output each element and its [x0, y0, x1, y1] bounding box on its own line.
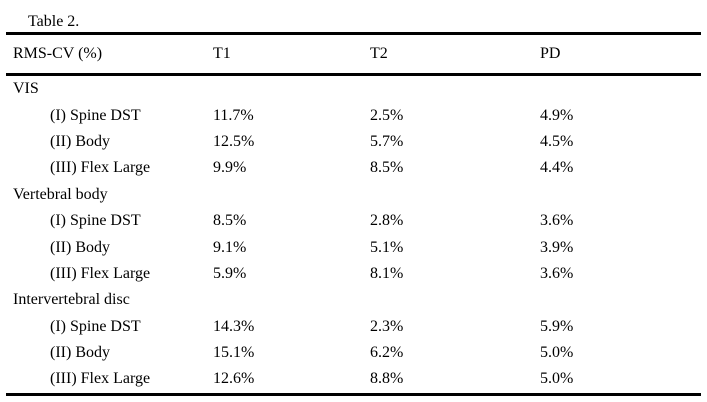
- pd-value: 5.0%: [540, 344, 574, 362]
- t2-value: 8.1%: [370, 264, 404, 282]
- row-label: (I) Spine DST: [50, 212, 141, 230]
- column-header-t1: T1: [213, 45, 231, 62]
- t1-value: 11.7%: [213, 106, 254, 124]
- row-label: (II) Body: [50, 132, 110, 150]
- t1-value: 9.9%: [213, 159, 247, 177]
- table-caption: Table 2.: [28, 13, 80, 30]
- t1-value: 5.9%: [213, 264, 247, 282]
- pd-value: 5.9%: [540, 317, 574, 335]
- column-header-pd: PD: [540, 45, 561, 62]
- table-header-rule: [6, 73, 701, 76]
- group-label: Vertebral body: [13, 185, 108, 203]
- table-group-row: VIS: [0, 76, 707, 102]
- pd-value: 3.9%: [540, 238, 574, 256]
- t1-value: 8.5%: [213, 212, 247, 230]
- t2-value: 2.5%: [370, 106, 404, 124]
- t2-value: 2.3%: [370, 317, 404, 335]
- pd-value: 4.4%: [540, 159, 574, 177]
- table-row: (I) Spine DST 8.5% 2.8% 3.6%: [0, 208, 707, 234]
- table-group-row: Vertebral body: [0, 182, 707, 208]
- t2-value: 5.7%: [370, 132, 404, 150]
- table-body: VIS (I) Spine DST 11.7% 2.5% 4.9% (II) B…: [0, 76, 707, 393]
- group-label: Intervertebral disc: [13, 291, 130, 309]
- table-group-row: Intervertebral disc: [0, 287, 707, 313]
- table-row: (I) Spine DST 11.7% 2.5% 4.9%: [0, 102, 707, 128]
- pd-value: 3.6%: [540, 212, 574, 230]
- pd-value: 5.0%: [540, 370, 574, 388]
- table-row: (III) Flex Large 9.9% 8.5% 4.4%: [0, 155, 707, 181]
- table-top-rule: [6, 32, 701, 35]
- table-bottom-rule: [6, 392, 701, 396]
- t2-value: 8.5%: [370, 159, 404, 177]
- table-header-row: RMS-CV (%) T1 T2 PD: [0, 35, 707, 73]
- column-header-t2: T2: [370, 45, 388, 62]
- t1-value: 12.5%: [213, 132, 255, 150]
- pd-value: 4.5%: [540, 132, 574, 150]
- t1-value: 15.1%: [213, 344, 255, 362]
- row-label: (III) Flex Large: [50, 370, 151, 388]
- table-row: (II) Body 12.5% 5.7% 4.5%: [0, 129, 707, 155]
- t2-value: 2.8%: [370, 212, 404, 230]
- table-row: (II) Body 9.1% 5.1% 3.9%: [0, 234, 707, 260]
- table-row: (III) Flex Large 12.6% 8.8% 5.0%: [0, 366, 707, 392]
- t2-value: 5.1%: [370, 238, 404, 256]
- t1-value: 12.6%: [213, 370, 255, 388]
- column-header-rms-cv: RMS-CV (%): [13, 45, 103, 62]
- group-label: VIS: [13, 80, 39, 98]
- table-row: (II) Body 15.1% 6.2% 5.0%: [0, 340, 707, 366]
- t2-value: 6.2%: [370, 344, 404, 362]
- row-label: (III) Flex Large: [50, 159, 151, 177]
- row-label: (III) Flex Large: [50, 264, 151, 282]
- pd-value: 4.9%: [540, 106, 574, 124]
- row-label: (I) Spine DST: [50, 317, 141, 335]
- table-row: (III) Flex Large 5.9% 8.1% 3.6%: [0, 261, 707, 287]
- t2-value: 8.8%: [370, 370, 404, 388]
- t1-value: 14.3%: [213, 317, 255, 335]
- pd-value: 3.6%: [540, 264, 574, 282]
- row-label: (II) Body: [50, 238, 110, 256]
- table-row: (I) Spine DST 14.3% 2.3% 5.9%: [0, 314, 707, 340]
- row-label: (I) Spine DST: [50, 106, 141, 124]
- t1-value: 9.1%: [213, 238, 247, 256]
- row-label: (II) Body: [50, 344, 110, 362]
